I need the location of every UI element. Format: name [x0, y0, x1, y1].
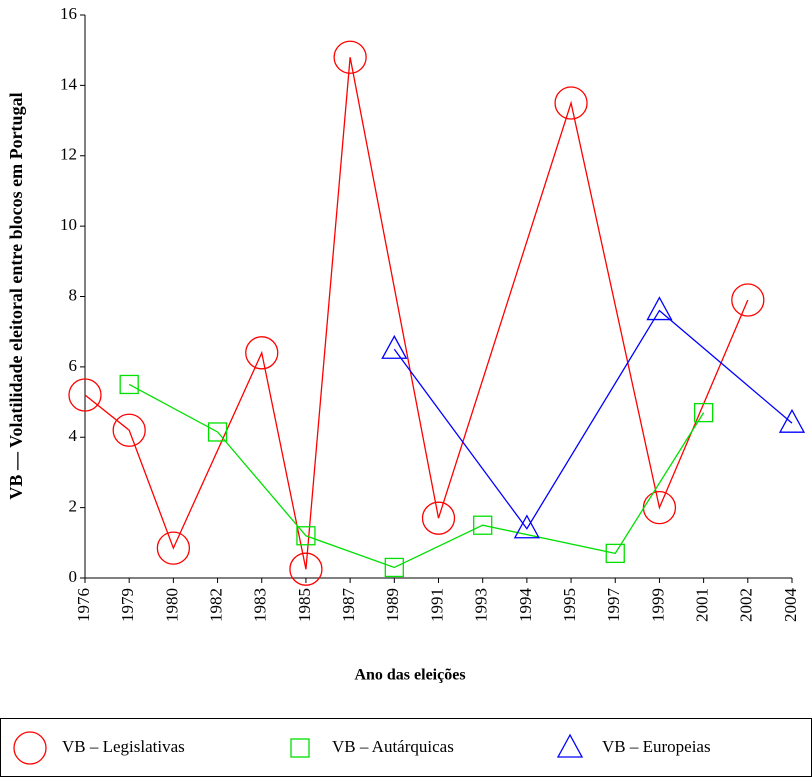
- x-tick-label: 1985: [295, 588, 314, 622]
- x-tick-label: 1983: [251, 588, 270, 622]
- data-point: [421, 501, 456, 535]
- x-tick-label: 1995: [560, 588, 579, 622]
- data-point: [513, 514, 540, 539]
- data-point: [778, 408, 806, 433]
- y-tick-label: 2: [69, 497, 78, 516]
- y-tick-label: 6: [69, 356, 78, 375]
- x-tick-label: 2002: [737, 588, 756, 622]
- data-point: [605, 543, 625, 564]
- y-tick-label: 4: [69, 426, 78, 445]
- x-tick-label: 1999: [648, 588, 667, 622]
- y-tick-label: 0: [69, 567, 78, 586]
- legend-marker: [556, 733, 584, 758]
- data-point: [381, 334, 408, 359]
- legend-label: VB – Europeias: [602, 737, 711, 756]
- data-point: [207, 422, 228, 442]
- data-point: [296, 526, 316, 546]
- legend-label: VB – Legislativas: [62, 737, 185, 756]
- x-tick-label: 1993: [472, 588, 491, 622]
- x-tick-label: 1987: [339, 588, 358, 623]
- legend-marker: [290, 738, 310, 758]
- data-point: [333, 40, 367, 74]
- x-tick-label: 1980: [162, 588, 181, 622]
- y-tick-label: 8: [69, 285, 78, 304]
- x-tick-label: 1982: [206, 588, 225, 622]
- x-tick-label: 1979: [118, 588, 137, 622]
- y-tick-label: 10: [60, 215, 77, 234]
- legend-marker: [13, 731, 47, 765]
- data-point: [112, 413, 146, 447]
- x-tick-label: 2001: [693, 588, 712, 622]
- x-tick-label: 1994: [516, 588, 535, 623]
- data-point: [245, 336, 279, 370]
- data-point: [289, 552, 323, 586]
- series-line: [84, 57, 749, 570]
- x-tick-label: 1976: [74, 588, 93, 622]
- x-tick-label: 2004: [781, 588, 800, 623]
- data-point: [384, 557, 404, 578]
- y-axis-title: VB — Volatilidade eleitoral entre blocos…: [6, 92, 26, 499]
- data-point: [473, 515, 493, 535]
- series-line: [128, 383, 705, 569]
- data-point: [693, 402, 714, 423]
- y-tick-label: 14: [60, 74, 78, 93]
- data-point: [156, 531, 191, 565]
- y-tick-label: 12: [60, 145, 77, 164]
- data-point: [646, 296, 673, 321]
- data-point: [119, 374, 139, 395]
- y-tick-label: 16: [60, 4, 77, 23]
- legend-label: VB – Autárquicas: [332, 737, 454, 756]
- data-point: [554, 86, 588, 120]
- data-point: [68, 378, 102, 412]
- x-axis-title: Ano das eleições: [354, 667, 465, 684]
- series-line: [393, 309, 793, 530]
- x-tick-label: 1991: [427, 588, 446, 622]
- x-tick-label: 1989: [383, 588, 402, 622]
- x-tick-label: 1997: [604, 588, 623, 623]
- data-point: [731, 283, 765, 317]
